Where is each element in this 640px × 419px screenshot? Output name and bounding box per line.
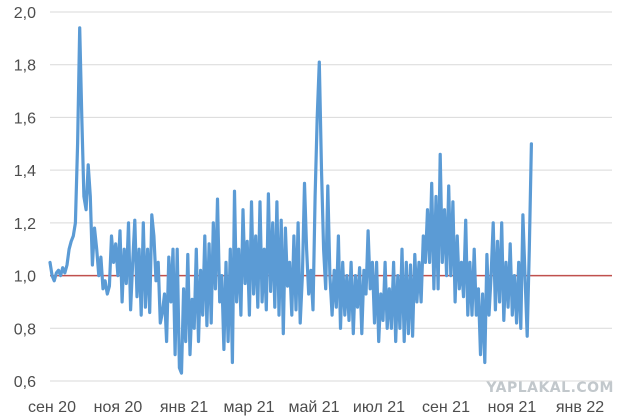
x-tick-label: янв 22 xyxy=(556,399,604,416)
x-tick-label: июл 21 xyxy=(353,399,405,416)
y-tick-label: 1,8 xyxy=(14,58,36,75)
x-tick-label: сен 21 xyxy=(422,399,470,416)
series-group xyxy=(48,26,534,375)
x-tick-label: ноя 21 xyxy=(488,399,537,416)
y-tick-label: 0,8 xyxy=(14,321,36,338)
y-tick-label: 1,0 xyxy=(14,269,36,286)
y-tick-label: 1,4 xyxy=(14,163,36,180)
x-tick-label: май 21 xyxy=(288,399,339,416)
y-tick-label: 1,6 xyxy=(14,110,36,127)
y-tick-label: 1,2 xyxy=(14,216,36,233)
series-line xyxy=(48,26,534,375)
y-tick-label: 0,6 xyxy=(14,374,36,391)
watermark: YAPLAKAL.COM xyxy=(486,380,614,396)
x-tick-label: сен 20 xyxy=(28,399,76,416)
x-tick-label: янв 21 xyxy=(160,399,208,416)
x-tick-label: ноя 20 xyxy=(94,399,143,416)
x-axis-tick-labels: сен 20 ноя 20 янв 21 мар 21 май 21 июл 21 сен … xyxy=(28,399,604,416)
x-tick-label: мар 21 xyxy=(223,399,274,416)
y-axis-tick-labels: 0,6 0,8 1,0 1,2 1,4 1,6 1,8 2,0 xyxy=(14,5,36,391)
y-tick-label: 2,0 xyxy=(14,5,36,22)
